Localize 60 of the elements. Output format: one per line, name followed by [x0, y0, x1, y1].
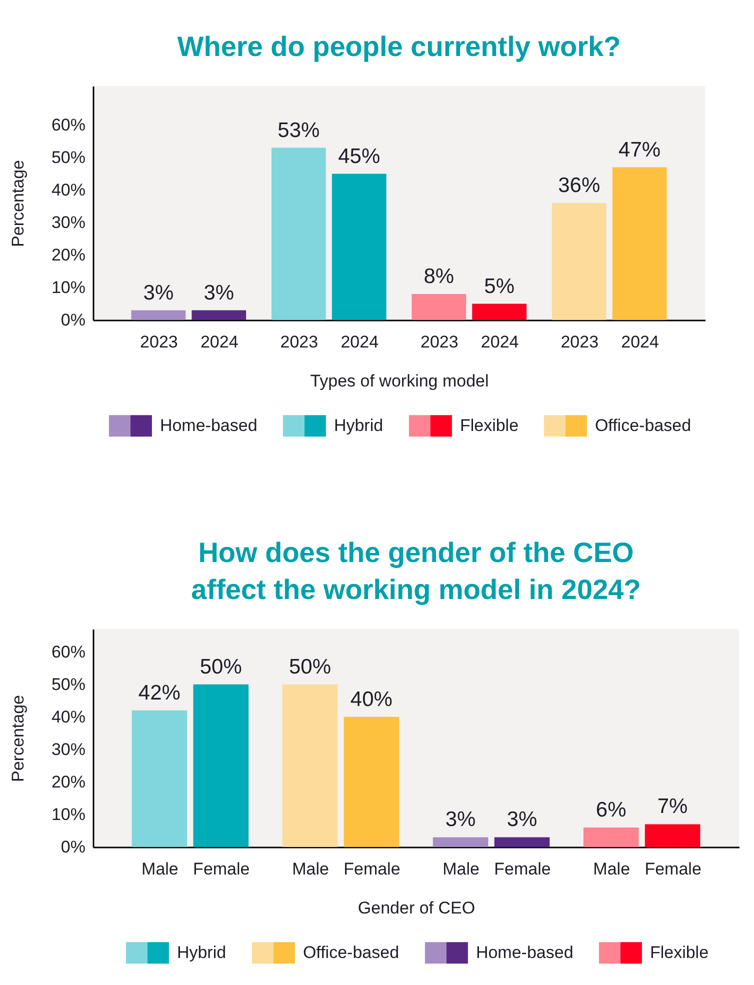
data-label: 3%	[445, 808, 476, 832]
x-tick-label: 2023	[560, 332, 599, 352]
x-tick-label: 2024	[480, 332, 519, 352]
data-label: 3%	[204, 281, 234, 304]
x-axis-title: Gender of CEO	[358, 898, 476, 918]
data-label: 7%	[657, 795, 688, 818]
data-label: 50%	[200, 655, 242, 678]
x-tick-label: 2024	[621, 332, 659, 352]
y-tick-label: 0%	[60, 310, 86, 330]
legend-label: Home-based	[160, 416, 258, 435]
x-tick-label: Female	[193, 860, 250, 878]
x-tick-label: Female	[644, 860, 702, 878]
data-label: 3%	[506, 808, 538, 832]
chart-title: How does the gender of the CEO affect the working model in 2024?	[191, 537, 641, 605]
data-label: 5%	[484, 274, 515, 298]
x-tick-label: 2023	[140, 332, 178, 352]
legend-label: Hybrid	[176, 942, 226, 962]
data-label: 50%	[288, 655, 332, 678]
x-tick-label: Female	[494, 860, 551, 878]
legend-label: Office-based	[302, 942, 400, 962]
x-tick-label: Male	[142, 860, 178, 878]
x-tick-label: 2024	[340, 332, 379, 352]
data-label: 42%	[138, 681, 180, 704]
data-label: 45%	[338, 144, 380, 168]
y-tick-label: 20%	[51, 772, 86, 792]
legend-label: Flexible	[460, 416, 519, 435]
y-axis-title: Percentage	[8, 695, 28, 782]
data-label: 47%	[618, 138, 661, 162]
x-axis-title: Types of working model	[310, 372, 489, 390]
x-tick-label: 2023	[280, 332, 318, 352]
x-tick-label: Male	[593, 860, 630, 878]
data-label: 36%	[558, 174, 600, 197]
y-tick-label: 10%	[51, 804, 86, 824]
x-tick-label: 2024	[200, 332, 238, 352]
legend-label: Office-based	[594, 416, 692, 435]
data-label: 6%	[596, 798, 626, 822]
legend-label: Home-based	[476, 942, 574, 962]
y-tick-label: 10%	[51, 278, 86, 297]
data-label: 40%	[350, 688, 392, 711]
y-tick-label: 40%	[51, 180, 86, 200]
x-tick-label: 2023	[420, 332, 458, 352]
data-label: 53%	[278, 118, 320, 142]
data-label: 3%	[143, 281, 174, 304]
y-tick-label: 0%	[60, 838, 86, 856]
y-tick-label: 40%	[51, 707, 86, 726]
data-label: 8%	[424, 265, 454, 288]
y-tick-label: 30%	[51, 740, 86, 759]
legend-label: Flexible	[650, 942, 709, 962]
y-tick-label: 60%	[51, 642, 86, 662]
chart-title: Where do people currently work?	[177, 31, 621, 62]
x-tick-label: Female	[344, 860, 400, 878]
y-tick-label: 50%	[51, 674, 86, 694]
x-tick-label: Male	[292, 860, 329, 878]
x-tick-label: Male	[442, 860, 480, 878]
legend-label: Hybrid	[334, 416, 384, 435]
y-tick-label: 20%	[51, 246, 86, 264]
y-tick-label: 50%	[51, 148, 86, 167]
y-tick-label: 30%	[51, 213, 86, 232]
y-axis-title: Percentage	[8, 160, 28, 247]
y-tick-label: 60%	[51, 116, 86, 134]
